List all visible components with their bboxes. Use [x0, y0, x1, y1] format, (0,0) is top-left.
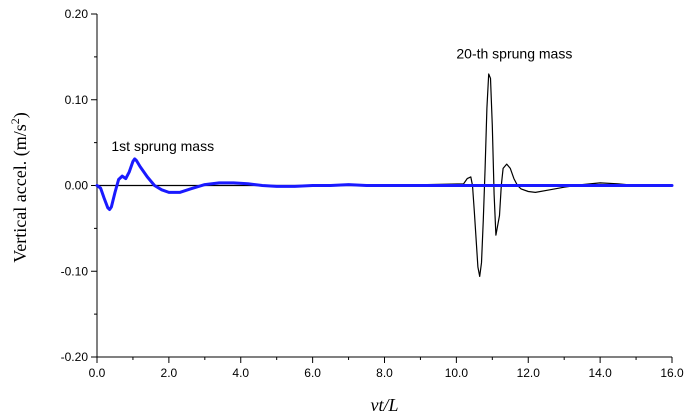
series-layer	[95, 73, 674, 277]
x-axis: 0.0 2.0 4.0 6.0 8.0 10.0 12.0 14.0 16.0	[89, 356, 684, 380]
y-tick-label: -0.10	[61, 264, 89, 278]
x-tick-label: 6.0	[304, 366, 321, 380]
y-axis: -0.20 -0.10 0.00 0.10 0.20	[61, 7, 98, 364]
y-axis-title-close: )	[10, 112, 31, 118]
x-axis-title: vt/L	[370, 395, 398, 415]
x-tick-label: 14.0	[588, 366, 612, 380]
x-tick-label: 16.0	[660, 366, 684, 380]
y-axis-title-sup: 2	[8, 118, 22, 124]
y-tick-label: 0.00	[65, 179, 89, 193]
x-tick-label: 12.0	[517, 366, 541, 380]
annotation-1st-sprung-mass: 1st sprung mass	[111, 138, 214, 154]
y-tick-label: -0.20	[61, 350, 89, 364]
x-tick-label: 8.0	[376, 366, 393, 380]
x-tick-label: 4.0	[232, 366, 249, 380]
annotation-20th-sprung-mass: 20-th sprung mass	[456, 46, 572, 62]
y-tick-label: 0.10	[65, 93, 89, 107]
y-axis-title-main: Vertical accel. (m/s	[10, 124, 31, 262]
x-tick-label: 10.0	[445, 366, 469, 380]
x-tick-label: 2.0	[161, 366, 178, 380]
y-axis-title: Vertical accel. (m/s2)	[8, 112, 31, 262]
x-tick-label: 0.0	[89, 366, 106, 380]
series-line-2	[96, 73, 673, 277]
y-tick-label: 0.20	[65, 7, 89, 21]
series-line-1	[95, 157, 674, 211]
